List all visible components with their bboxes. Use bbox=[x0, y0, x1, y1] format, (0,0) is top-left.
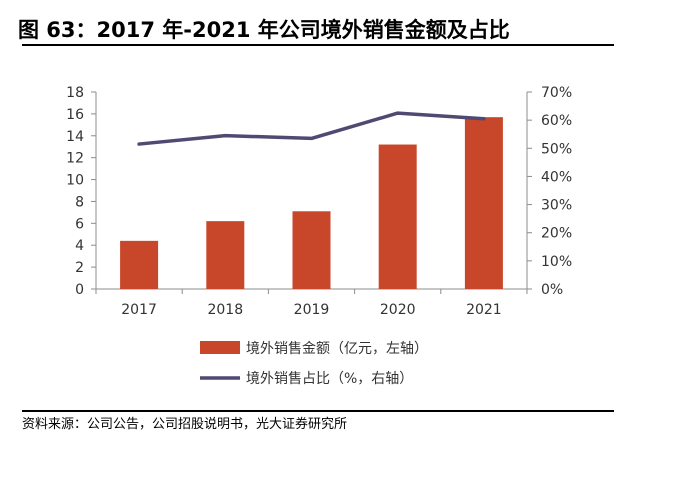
x-axis-labels: 2017 2018 2019 2020 2021 bbox=[121, 302, 501, 318]
left-axis-tick-label: 12 bbox=[66, 151, 84, 167]
left-axis-tick-label: 16 bbox=[66, 107, 84, 123]
combo-chart: 0 2 4 6 8 10 12 14 16 18 0% 10% 20% 30% 40% 50% 60% 70% 2… bbox=[66, 85, 572, 387]
legend-bar-swatch bbox=[200, 341, 240, 354]
legend-line-label: 境外销售占比（%，右轴） bbox=[246, 371, 413, 387]
chart-axes: 0 2 4 6 8 10 12 14 16 18 0% 10% 20% 30% 40% 50% 60% 70% bbox=[66, 85, 572, 298]
right-axis-tick-label: 30% bbox=[541, 198, 572, 214]
right-axis-tick-label: 70% bbox=[541, 85, 572, 101]
left-axis-tick-label: 4 bbox=[75, 238, 84, 254]
x-axis-label: 2018 bbox=[207, 302, 243, 318]
x-axis-label: 2021 bbox=[466, 302, 502, 318]
left-axis-tick-label: 6 bbox=[75, 216, 84, 232]
left-axis-tick-label: 10 bbox=[66, 173, 84, 189]
bar-2020 bbox=[378, 144, 417, 289]
right-axis-tick-label: 20% bbox=[541, 226, 572, 242]
right-axis-tick-label: 50% bbox=[541, 141, 572, 157]
right-axis-tick-label: 10% bbox=[541, 254, 572, 270]
bar-2019 bbox=[292, 211, 331, 289]
figure-title: 图 63：2017 年-2021 年公司境外销售金额及占比 bbox=[18, 18, 510, 42]
legend-bar-label: 境外销售金额（亿元，左轴） bbox=[246, 341, 428, 357]
left-axis-tick-label: 18 bbox=[66, 85, 84, 101]
left-axis-tick-label: 8 bbox=[75, 194, 84, 210]
bar-2017 bbox=[120, 240, 159, 289]
right-axis-tick-label: 0% bbox=[541, 282, 563, 298]
bar-series bbox=[120, 117, 503, 289]
x-axis-label: 2019 bbox=[294, 302, 330, 318]
source-note: 资料来源：公司公告，公司招股说明书，光大证券研究所 bbox=[22, 417, 348, 432]
bar-2021 bbox=[464, 117, 503, 289]
right-axis-tick-label: 40% bbox=[541, 169, 572, 185]
left-axis-tick-label: 2 bbox=[75, 260, 84, 276]
right-axis-tick-label: 60% bbox=[541, 113, 572, 129]
bar-2018 bbox=[206, 221, 245, 289]
chart-legend: 境外销售金额（亿元，左轴） 境外销售占比（%，右轴） bbox=[200, 341, 428, 387]
x-axis-label: 2017 bbox=[121, 302, 157, 318]
left-axis-tick-label: 14 bbox=[66, 129, 84, 145]
left-axis-tick-label: 0 bbox=[75, 282, 84, 298]
title-rule bbox=[22, 44, 614, 46]
x-axis-label: 2020 bbox=[380, 302, 416, 318]
share-line bbox=[137, 111, 486, 146]
source-rule bbox=[22, 410, 614, 412]
line-series bbox=[137, 111, 486, 146]
